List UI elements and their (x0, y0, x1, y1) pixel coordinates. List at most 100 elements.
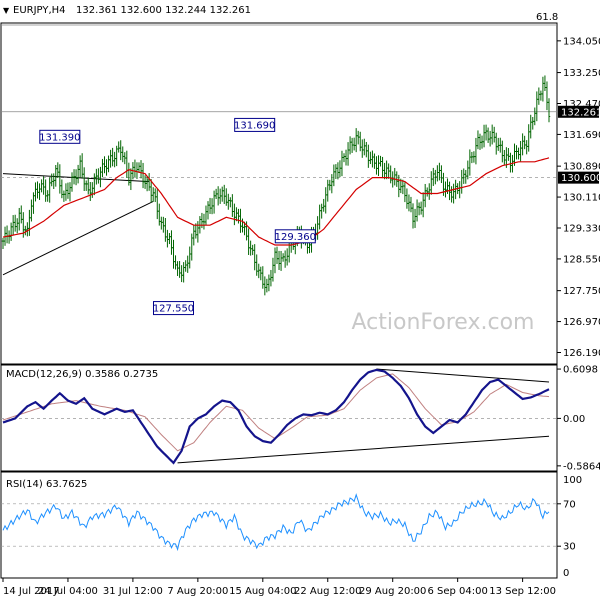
price-bar (460, 169, 463, 194)
price-bar (5, 225, 9, 244)
price-bar (407, 194, 411, 212)
price-bar (541, 76, 545, 102)
price-bar (486, 127, 490, 143)
price-bar (78, 155, 82, 178)
price-ytick-label: 126.970 (563, 317, 600, 328)
price-bar (24, 225, 27, 236)
rsi-pane-frame (0, 471, 558, 579)
price-bar (249, 240, 252, 256)
price-bar (206, 201, 210, 220)
price-bar (221, 186, 224, 202)
trendline-lower (2, 200, 154, 276)
price-bar (16, 218, 19, 234)
price-bar (87, 177, 90, 195)
price-bar (342, 153, 346, 163)
price-bar (393, 167, 396, 186)
price-bar (369, 151, 372, 165)
price-bar (20, 205, 23, 224)
price-bar (458, 181, 461, 199)
price-bar (281, 253, 285, 262)
price-bar (229, 197, 232, 208)
price-bar (488, 130, 492, 147)
price-bar (121, 146, 124, 163)
macd-pane-frame (0, 364, 558, 472)
price-bar (255, 254, 258, 276)
time-tick-label: 6 Sep 04:00 (427, 586, 487, 597)
price-bar (93, 173, 96, 196)
price-bar (476, 130, 480, 150)
price-bar (231, 194, 234, 217)
price-bar (9, 222, 13, 241)
price-bar (403, 182, 407, 203)
price-ytick-label: 126.190 (563, 348, 600, 359)
price-bar (80, 153, 84, 179)
price-bar (46, 190, 49, 202)
price-bar (113, 151, 116, 168)
price-bar (415, 199, 419, 222)
price-bar (257, 263, 260, 279)
price-bar (521, 133, 524, 156)
price-bar (430, 171, 433, 195)
time-tick-label: 22 Aug 12:00 (294, 586, 361, 597)
time-tick-label: 7 Aug 20:00 (167, 586, 228, 597)
price-bar (192, 225, 195, 246)
price-bar (62, 190, 66, 202)
price-bar (227, 193, 230, 210)
macd-ytick-label: -0.5864 (563, 461, 600, 472)
watermark: ActionForex.com (352, 310, 535, 335)
price-bar (164, 217, 167, 242)
price-bar (273, 247, 277, 274)
time-tick-label: 29 Aug 20:00 (359, 586, 426, 597)
price-bar (152, 187, 155, 202)
price-bar (283, 250, 287, 268)
price-bar (208, 197, 212, 214)
current-price-tag (558, 105, 599, 118)
price-bar (340, 150, 344, 177)
dropdown-icon[interactable]: ▼ (3, 6, 10, 15)
price-bar (501, 140, 504, 163)
price-bar (357, 130, 360, 145)
price-bar (320, 203, 323, 219)
reference-level-tag (558, 171, 599, 184)
price-bar (375, 156, 378, 175)
fib-level-label: 61.8 (536, 12, 558, 23)
price-ytick-label: 128.550 (563, 254, 600, 265)
price-bar (525, 140, 528, 155)
price-bar (82, 167, 86, 191)
price-bar (285, 248, 289, 266)
price-bar (440, 165, 443, 184)
price-bar (269, 269, 273, 287)
macd-ytick-label: 0.6098 (563, 365, 598, 376)
price-ytick-label: 132.470 (563, 99, 600, 110)
price-bar (348, 136, 352, 155)
price-bar (180, 265, 183, 283)
rsi-ytick-label: 0 (563, 568, 569, 579)
price-bar (523, 135, 526, 150)
price-bar (44, 179, 47, 202)
price-bar (428, 183, 431, 200)
price-bar (271, 257, 275, 282)
price-bar (346, 142, 350, 166)
price-bar (99, 166, 102, 188)
price-bar (492, 126, 496, 143)
price-ytick-label: 130.890 (563, 162, 600, 173)
price-bar (545, 81, 549, 111)
price-bar (478, 133, 482, 150)
price-ytick-label: 129.330 (563, 223, 600, 234)
price-bar (381, 156, 384, 179)
price-bar (216, 186, 220, 206)
price-bar (225, 188, 228, 206)
price-bar (482, 124, 486, 148)
price-bar (365, 141, 368, 158)
price-bar (48, 177, 51, 203)
price-bar (223, 184, 226, 205)
price-bar (253, 244, 256, 271)
rsi-label: RSI(14) 63.7625 (6, 479, 87, 490)
price-bar (166, 229, 169, 248)
price-bar (172, 239, 175, 269)
price-bar (263, 276, 267, 296)
price-bar (539, 90, 543, 101)
price-bar (125, 150, 129, 178)
price-bar (373, 153, 376, 169)
